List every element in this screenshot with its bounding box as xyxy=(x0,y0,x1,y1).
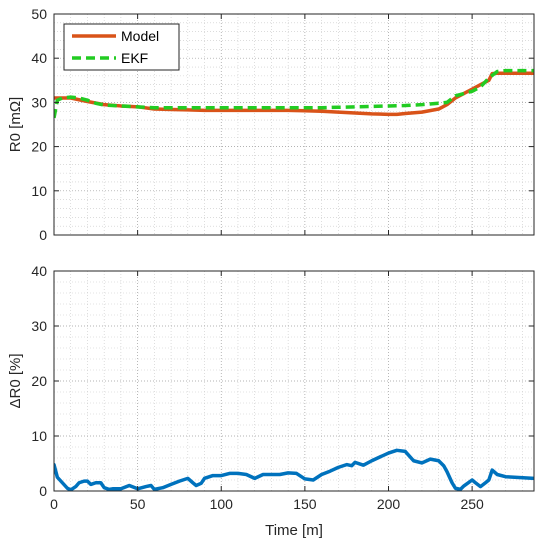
top-y-tick-label: 0 xyxy=(39,227,47,243)
bottom-x-tick-label: 250 xyxy=(460,496,484,512)
bottom-y-tick-label: 30 xyxy=(31,318,47,334)
top-chart-panel: 0 10 20 30 40 50 R0 [mΩ] Model EKF xyxy=(7,6,535,243)
top-series-model-line xyxy=(54,71,534,117)
legend-label-ekf: EKF xyxy=(121,50,148,66)
bottom-y-axis-label: ΔR0 [%] xyxy=(7,353,24,408)
bottom-y-tick-label: 0 xyxy=(39,483,47,499)
top-plot-frame xyxy=(53,13,535,236)
top-y-tick-label: 30 xyxy=(31,94,47,110)
bottom-y-tick-label: 40 xyxy=(31,263,47,279)
bottom-series-delta-r0-line xyxy=(54,448,534,491)
bottom-x-tick-label: 50 xyxy=(130,496,146,512)
legend-label-model: Model xyxy=(121,28,159,44)
top-y-tick-label: 20 xyxy=(31,139,47,155)
bottom-x-tick-label: 200 xyxy=(377,496,401,512)
top-y-axis-label: R0 [mΩ] xyxy=(7,97,24,152)
legend-box xyxy=(63,23,180,71)
top-series-ekf-line xyxy=(54,68,534,119)
bottom-y-tick-label: 20 xyxy=(31,373,47,389)
bottom-y-tick-label: 10 xyxy=(31,428,47,444)
bottom-x-tick-label: 0 xyxy=(50,496,58,512)
x-axis-label: Time [m] xyxy=(265,522,323,539)
top-y-tick-label: 40 xyxy=(31,50,47,66)
legend: Model EKF xyxy=(63,23,180,71)
top-y-tick-label: 50 xyxy=(31,6,47,22)
bottom-x-tick-label: 150 xyxy=(293,496,317,512)
bottom-chart-panel: 0 10 20 30 40 0 50 100 150 200 250 ΔR0 [%] Time [m… xyxy=(7,263,535,539)
top-y-tick-label: 10 xyxy=(31,183,47,199)
bottom-x-tick-label: 100 xyxy=(210,496,234,512)
